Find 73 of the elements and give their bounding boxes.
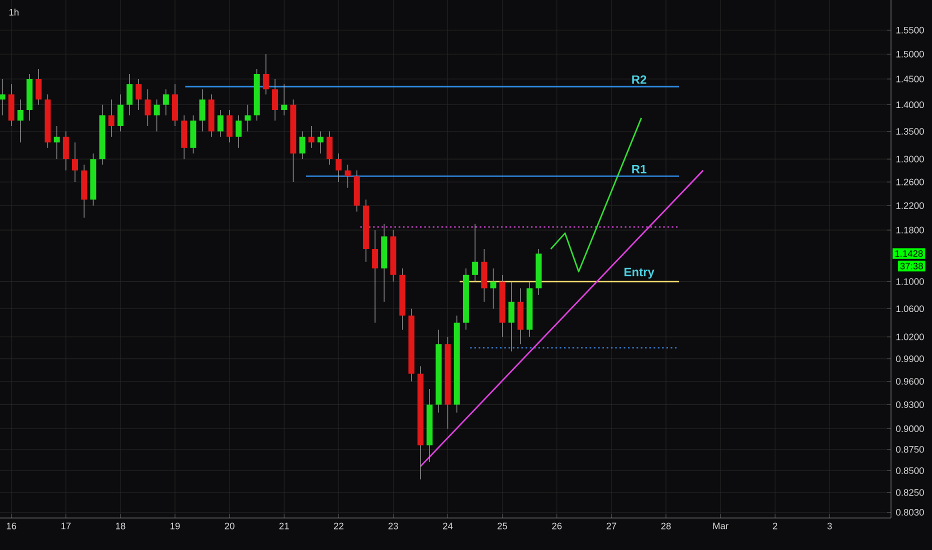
x-tick-label: 22	[334, 522, 344, 530]
candlestick	[36, 68, 42, 106]
y-tick-label: 0.8030	[896, 509, 924, 516]
x-tick-label: 24	[443, 522, 453, 530]
y-tick-label: 0.8750	[896, 446, 924, 453]
candlestick	[344, 164, 351, 188]
candlestick	[236, 114, 242, 148]
y-tick-label: 1.3500	[896, 128, 924, 135]
candlestick	[0, 78, 6, 116]
y-tick-label: 0.9900	[896, 356, 924, 362]
candlestick	[117, 94, 124, 132]
candlestick	[262, 54, 269, 95]
candlestick	[308, 126, 314, 148]
candlestick	[272, 78, 278, 121]
candlestick	[317, 131, 324, 154]
candlestick	[326, 131, 333, 166]
candlestick	[372, 230, 378, 324]
candlestick	[508, 281, 514, 352]
y-tick-label: 0.9600	[896, 378, 924, 385]
x-tick-label: 25	[498, 522, 508, 530]
candlestick	[490, 268, 496, 310]
x-tick-label: 3	[827, 522, 832, 530]
x-tick-label: 2	[772, 522, 778, 530]
y-tick-label: 1.1000	[896, 278, 924, 285]
candlestick	[126, 74, 133, 116]
y-tick-label: 0.8250	[896, 489, 924, 496]
text: 1.1428	[895, 250, 923, 257]
x-tick-label: Mar	[713, 522, 728, 530]
candlestick	[108, 99, 114, 138]
y-tick-label: 1.3000	[896, 156, 924, 162]
text: 37:38	[900, 262, 923, 270]
y-tick-label: 0.8500	[896, 467, 924, 474]
x-tick-label: 19	[170, 522, 180, 530]
y-tick-label: 1.4000	[896, 101, 924, 108]
y-tick-label: 1.5500	[896, 26, 924, 34]
y-tick-label: 1.4500	[896, 76, 924, 82]
y-tick-label: 1.2200	[896, 202, 924, 209]
candlestick	[154, 99, 160, 132]
candlestick	[217, 110, 224, 138]
candlestick	[72, 142, 78, 182]
x-tick-label: 17	[61, 522, 71, 530]
y-tick-label: 1.0600	[896, 305, 924, 312]
y-tick-label: 0.9300	[896, 401, 924, 408]
x-tick-label: 28	[661, 522, 671, 530]
series-label: R1	[632, 165, 646, 174]
x-tick-label: 16	[6, 522, 16, 530]
candlestick	[136, 78, 142, 110]
x-tick-label: 23	[388, 522, 398, 530]
candlestick	[144, 88, 151, 126]
candlestick	[54, 126, 60, 160]
candlestick	[162, 88, 169, 116]
series-label: R2	[632, 75, 646, 84]
y-tick-label: 1.1800	[896, 226, 924, 234]
y-tick-label: 1.5000	[896, 50, 924, 58]
series-label: Entry	[624, 268, 654, 279]
x-tick-label: 20	[224, 522, 234, 530]
candlestick	[62, 131, 69, 171]
x-tick-label: 21	[279, 522, 289, 530]
y-tick-label: 1.2600	[896, 178, 924, 186]
candlestick	[336, 153, 342, 182]
candlestick	[472, 224, 478, 282]
y-tick-label: 1.0200	[896, 334, 924, 340]
candlestick	[281, 84, 288, 116]
text: 1h	[9, 8, 18, 16]
candlestick	[226, 110, 233, 143]
x-tick-label: 18	[116, 522, 126, 530]
candlestick	[244, 104, 251, 132]
candlestick	[299, 131, 306, 160]
candlestick	[199, 88, 206, 132]
y-tick-label: 0.9000	[896, 425, 924, 432]
x-tick-label: 27	[606, 522, 616, 530]
x-tick-label: 26	[552, 522, 562, 530]
candlestick	[17, 99, 24, 143]
